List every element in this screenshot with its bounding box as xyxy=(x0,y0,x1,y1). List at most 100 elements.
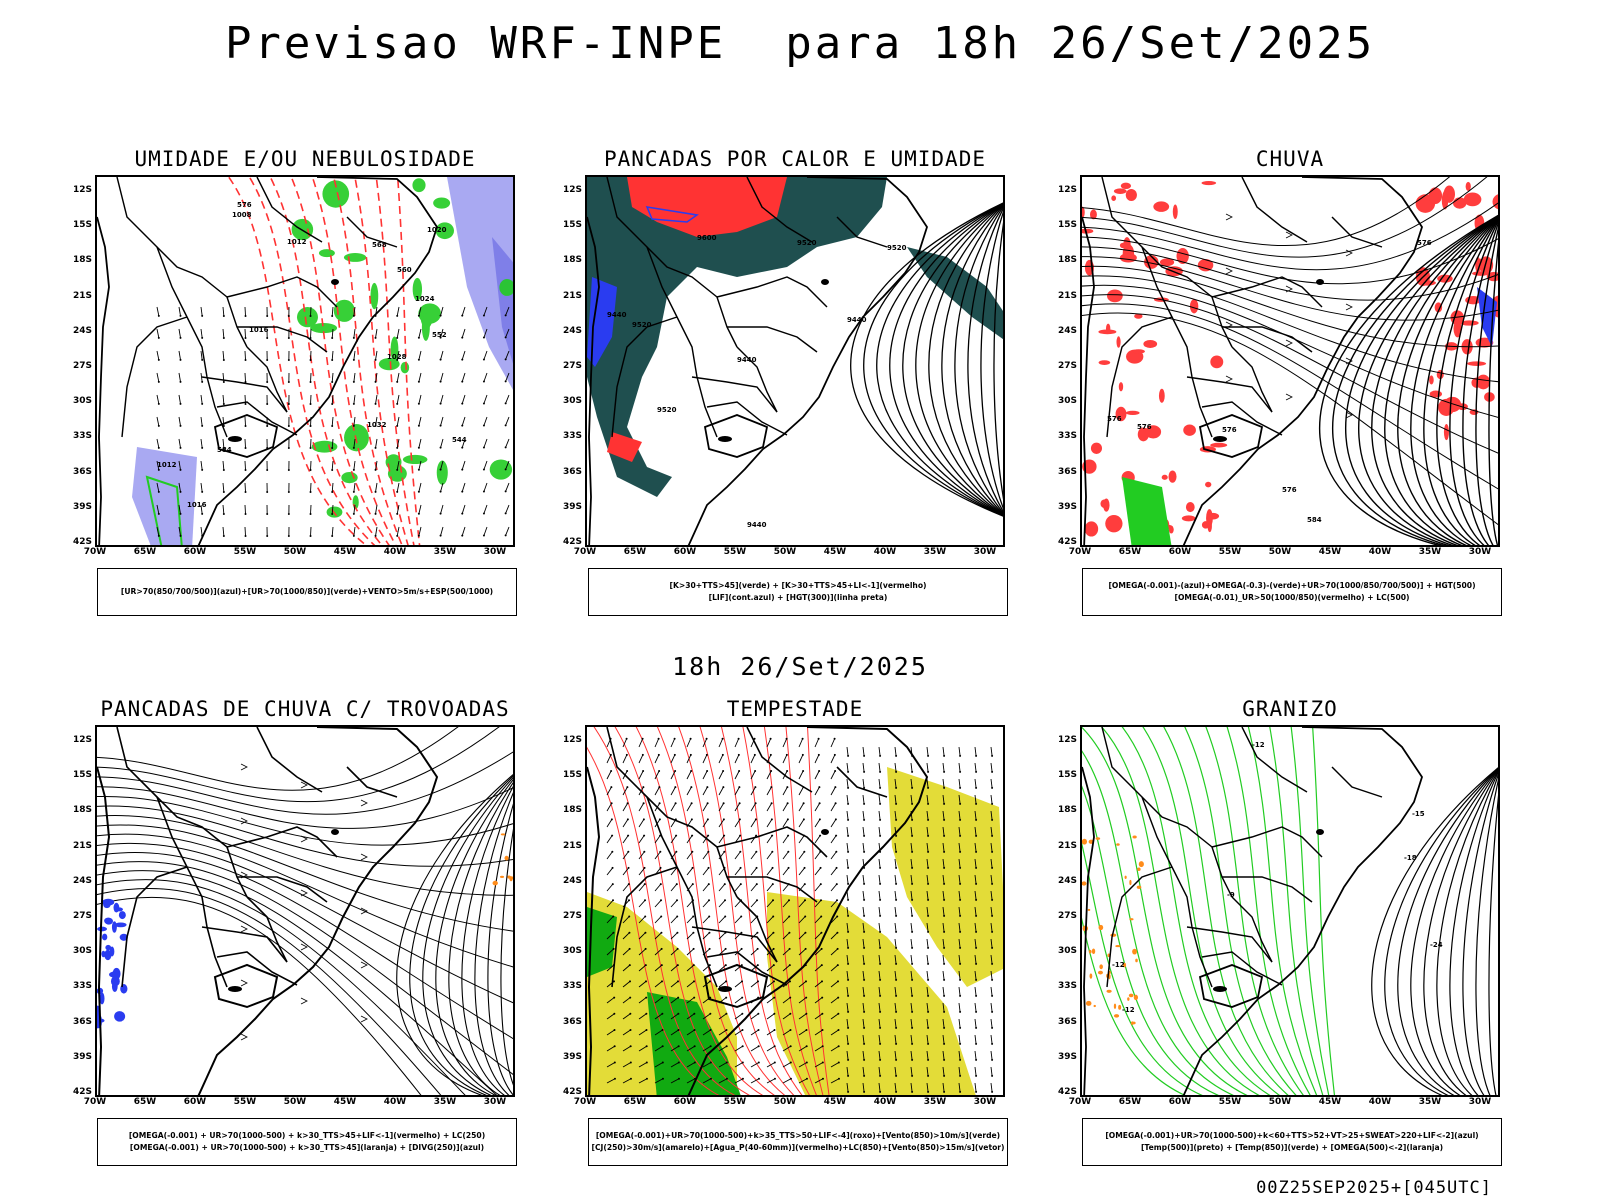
wind-arrow xyxy=(766,883,774,892)
isohypse-line xyxy=(1397,768,1498,1095)
wind-arrow xyxy=(814,899,822,908)
streamline-arrow xyxy=(1285,231,1293,239)
wind-arrow xyxy=(353,482,356,492)
wind-arrow-head xyxy=(789,1045,792,1048)
wind-arrow xyxy=(418,416,422,426)
wind-arrow xyxy=(178,416,181,426)
legend-line: [OMEGA(-0.001)+UR>70(1000-500)+k<60+TTS>… xyxy=(1105,1131,1479,1140)
wind-arrow xyxy=(926,794,929,804)
wind-arrow xyxy=(654,997,663,1004)
wind-arrow xyxy=(958,778,961,788)
wind-arrow-head xyxy=(504,446,507,449)
wind-arrow xyxy=(200,460,203,470)
wind-arrow-head xyxy=(740,980,743,983)
wind-arrow-head xyxy=(802,818,805,821)
lat-tick-label: 15S xyxy=(1057,770,1077,781)
streamline xyxy=(1082,177,1450,247)
wind-arrow-head xyxy=(991,1058,994,1061)
coastline xyxy=(197,177,438,545)
wind-arrow xyxy=(222,504,225,515)
coastline xyxy=(687,727,929,1095)
streamline-arrow xyxy=(360,907,368,915)
wind-arrow xyxy=(670,932,678,940)
contour-line xyxy=(396,177,421,545)
wind-arrow-head xyxy=(738,802,741,805)
wind-arrow-head xyxy=(754,802,757,805)
wind-arrow xyxy=(734,1013,743,1020)
wind-arrow-head xyxy=(706,802,709,805)
wind-arrow xyxy=(798,1029,807,1036)
wind-arrow xyxy=(353,394,356,404)
wind-arrow-head xyxy=(661,1045,664,1048)
contour-label: 1012 xyxy=(157,461,177,469)
wind-arrow-head xyxy=(676,899,679,902)
wind-arrow xyxy=(638,1045,647,1052)
wind-arrow-head xyxy=(222,358,225,361)
wind-arrow xyxy=(782,754,788,764)
map-frame xyxy=(95,725,515,1097)
rain-omega-west-cell xyxy=(1089,209,1097,220)
wind-arrow-head xyxy=(943,1090,946,1093)
instability-ocean xyxy=(907,247,1003,340)
rh-lowlevel-cell xyxy=(436,460,448,485)
wind-arrow xyxy=(814,883,822,892)
wind-arrow xyxy=(990,906,993,916)
wind-arrow-head xyxy=(819,883,822,886)
wind-arrow xyxy=(830,770,836,780)
wind-arrow xyxy=(178,394,181,404)
country-border xyxy=(246,346,288,413)
wind-arrow xyxy=(606,867,613,876)
wind-arrow-head xyxy=(943,962,946,965)
lon-tick-label: 65W xyxy=(133,547,157,557)
wind-arrow-head xyxy=(627,850,630,853)
wind-arrow-head xyxy=(675,834,678,837)
wind-arrow-head xyxy=(895,978,898,981)
contour-label: 568 xyxy=(372,241,387,249)
lon-tick-label: 40W xyxy=(873,1097,897,1107)
rh-lowlevel-cell xyxy=(402,454,428,465)
lif-contour xyxy=(645,206,699,223)
wind-arrow xyxy=(622,851,629,860)
wind-arrow-head xyxy=(847,1058,850,1061)
wind-arrow-head xyxy=(439,402,442,405)
lat-tick-label: 15S xyxy=(562,220,582,231)
wind-arrow-head xyxy=(927,866,930,869)
wind-arrow xyxy=(910,1082,913,1092)
contour-label: 576 xyxy=(1417,239,1432,247)
wind-arrow xyxy=(894,1050,897,1060)
wind-arrow xyxy=(244,460,246,471)
wind-arrow xyxy=(440,306,444,316)
wind-arrow-head xyxy=(772,980,775,983)
wind-arrow-head xyxy=(991,930,994,933)
wind-arrow-head xyxy=(927,1026,930,1029)
wind-arrow xyxy=(990,954,993,964)
wind-arrow-head xyxy=(911,898,914,901)
country-border xyxy=(1241,177,1308,243)
wind-arrow xyxy=(926,890,929,900)
wind-arrow-head xyxy=(805,1012,808,1015)
wind-arrow xyxy=(718,1062,728,1068)
contour-label: 1028 xyxy=(387,353,407,361)
wind-arrow xyxy=(798,916,806,924)
lon-tick-label: 45W xyxy=(333,547,357,557)
wind-arrow xyxy=(766,851,773,860)
wind-arrow-head xyxy=(611,866,614,869)
contour-label: -12 xyxy=(1252,741,1265,749)
divergence-area-cell xyxy=(102,933,108,941)
wind-arrow xyxy=(942,954,945,964)
contour-line xyxy=(635,727,764,1095)
wind-arrow-head xyxy=(879,770,882,773)
wind-arrow-head xyxy=(835,866,838,869)
rh-lowlevel-cell xyxy=(390,336,399,362)
wind-arrow xyxy=(766,819,773,828)
wind-arrow xyxy=(418,350,422,360)
wind-arrow-head xyxy=(895,914,898,917)
wind-arrow xyxy=(798,1045,807,1052)
wind-arrow xyxy=(926,874,929,884)
wind-arrow xyxy=(894,842,897,852)
contour-label: -24 xyxy=(1430,941,1443,949)
wind-arrow xyxy=(353,328,356,338)
contour-label: 584 xyxy=(217,446,232,454)
country-border xyxy=(606,177,738,348)
wind-arrow-head xyxy=(724,947,727,950)
